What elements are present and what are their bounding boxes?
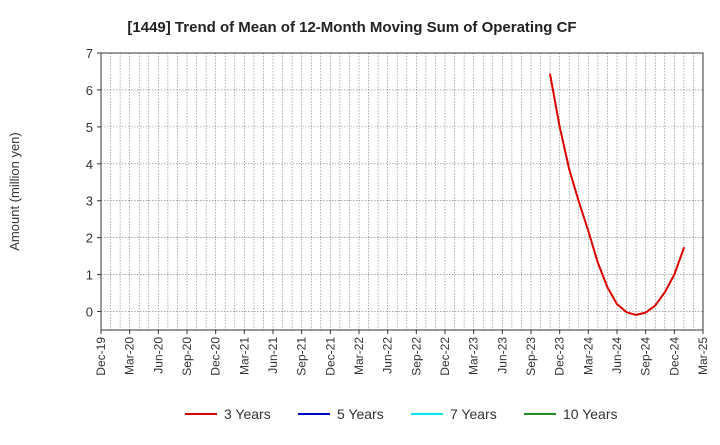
x-tick-label: Mar-22 — [352, 337, 366, 375]
legend-label: 10 Years — [563, 406, 618, 422]
y-tick-label: 2 — [86, 231, 93, 246]
plot-area — [100, 52, 704, 331]
x-tick-label: Sep-22 — [409, 337, 423, 376]
x-tick-label: Jun-23 — [495, 337, 509, 374]
x-tick-label: Jun-24 — [610, 337, 624, 374]
x-tick-label: Sep-23 — [524, 337, 538, 376]
x-tick-label: Dec-20 — [209, 337, 223, 376]
x-tick-label: Dec-23 — [553, 337, 567, 376]
x-tick-label: Mar-24 — [581, 337, 595, 375]
y-tick-label: 1 — [86, 268, 93, 283]
x-tick-label: Jun-20 — [151, 337, 165, 374]
x-tick-label: Dec-22 — [438, 337, 452, 376]
x-tick-label: Mar-20 — [123, 337, 137, 375]
chart-title: [1449] Trend of Mean of 12-Month Moving … — [127, 19, 576, 36]
y-tick-label: 4 — [86, 157, 93, 172]
x-tick-label: Dec-21 — [323, 337, 337, 376]
y-axis-label: Amount (million yen) — [7, 132, 22, 251]
x-tick-label: Dec-24 — [667, 337, 681, 376]
legend: 3 Years 5 Years 7 Years 10 Years — [185, 406, 618, 422]
x-tick-label: Jun-21 — [266, 337, 280, 374]
legend-label: 7 Years — [450, 406, 497, 422]
x-tick-label: Jun-22 — [381, 337, 395, 374]
x-axis: Dec-19 Mar-20 Jun-20 Sep-20 Dec-20 Mar-21 Jun-… — [94, 330, 710, 376]
legend-label: 5 Years — [337, 406, 384, 422]
x-tick-label: Mar-25 — [696, 337, 710, 375]
x-tick-label: Sep-20 — [180, 337, 194, 376]
grid — [101, 53, 703, 330]
y-tick-label: 6 — [86, 83, 93, 98]
series-lines — [549, 73, 685, 316]
x-tick-label: Mar-23 — [467, 337, 481, 375]
x-tick-label: Sep-24 — [639, 337, 653, 376]
y-tick-label: 0 — [86, 305, 93, 320]
x-tick-label: Dec-19 — [94, 337, 108, 376]
y-axis: 0 1 2 3 4 5 6 7 — [86, 46, 101, 320]
x-tick-label: Sep-21 — [295, 337, 309, 376]
x-tick-label: Mar-21 — [237, 337, 251, 375]
legend-label: 3 Years — [224, 406, 271, 422]
series-line-3-years — [549, 73, 685, 316]
y-tick-label: 5 — [86, 120, 93, 135]
y-tick-label: 7 — [86, 46, 93, 61]
y-tick-label: 3 — [86, 194, 93, 209]
